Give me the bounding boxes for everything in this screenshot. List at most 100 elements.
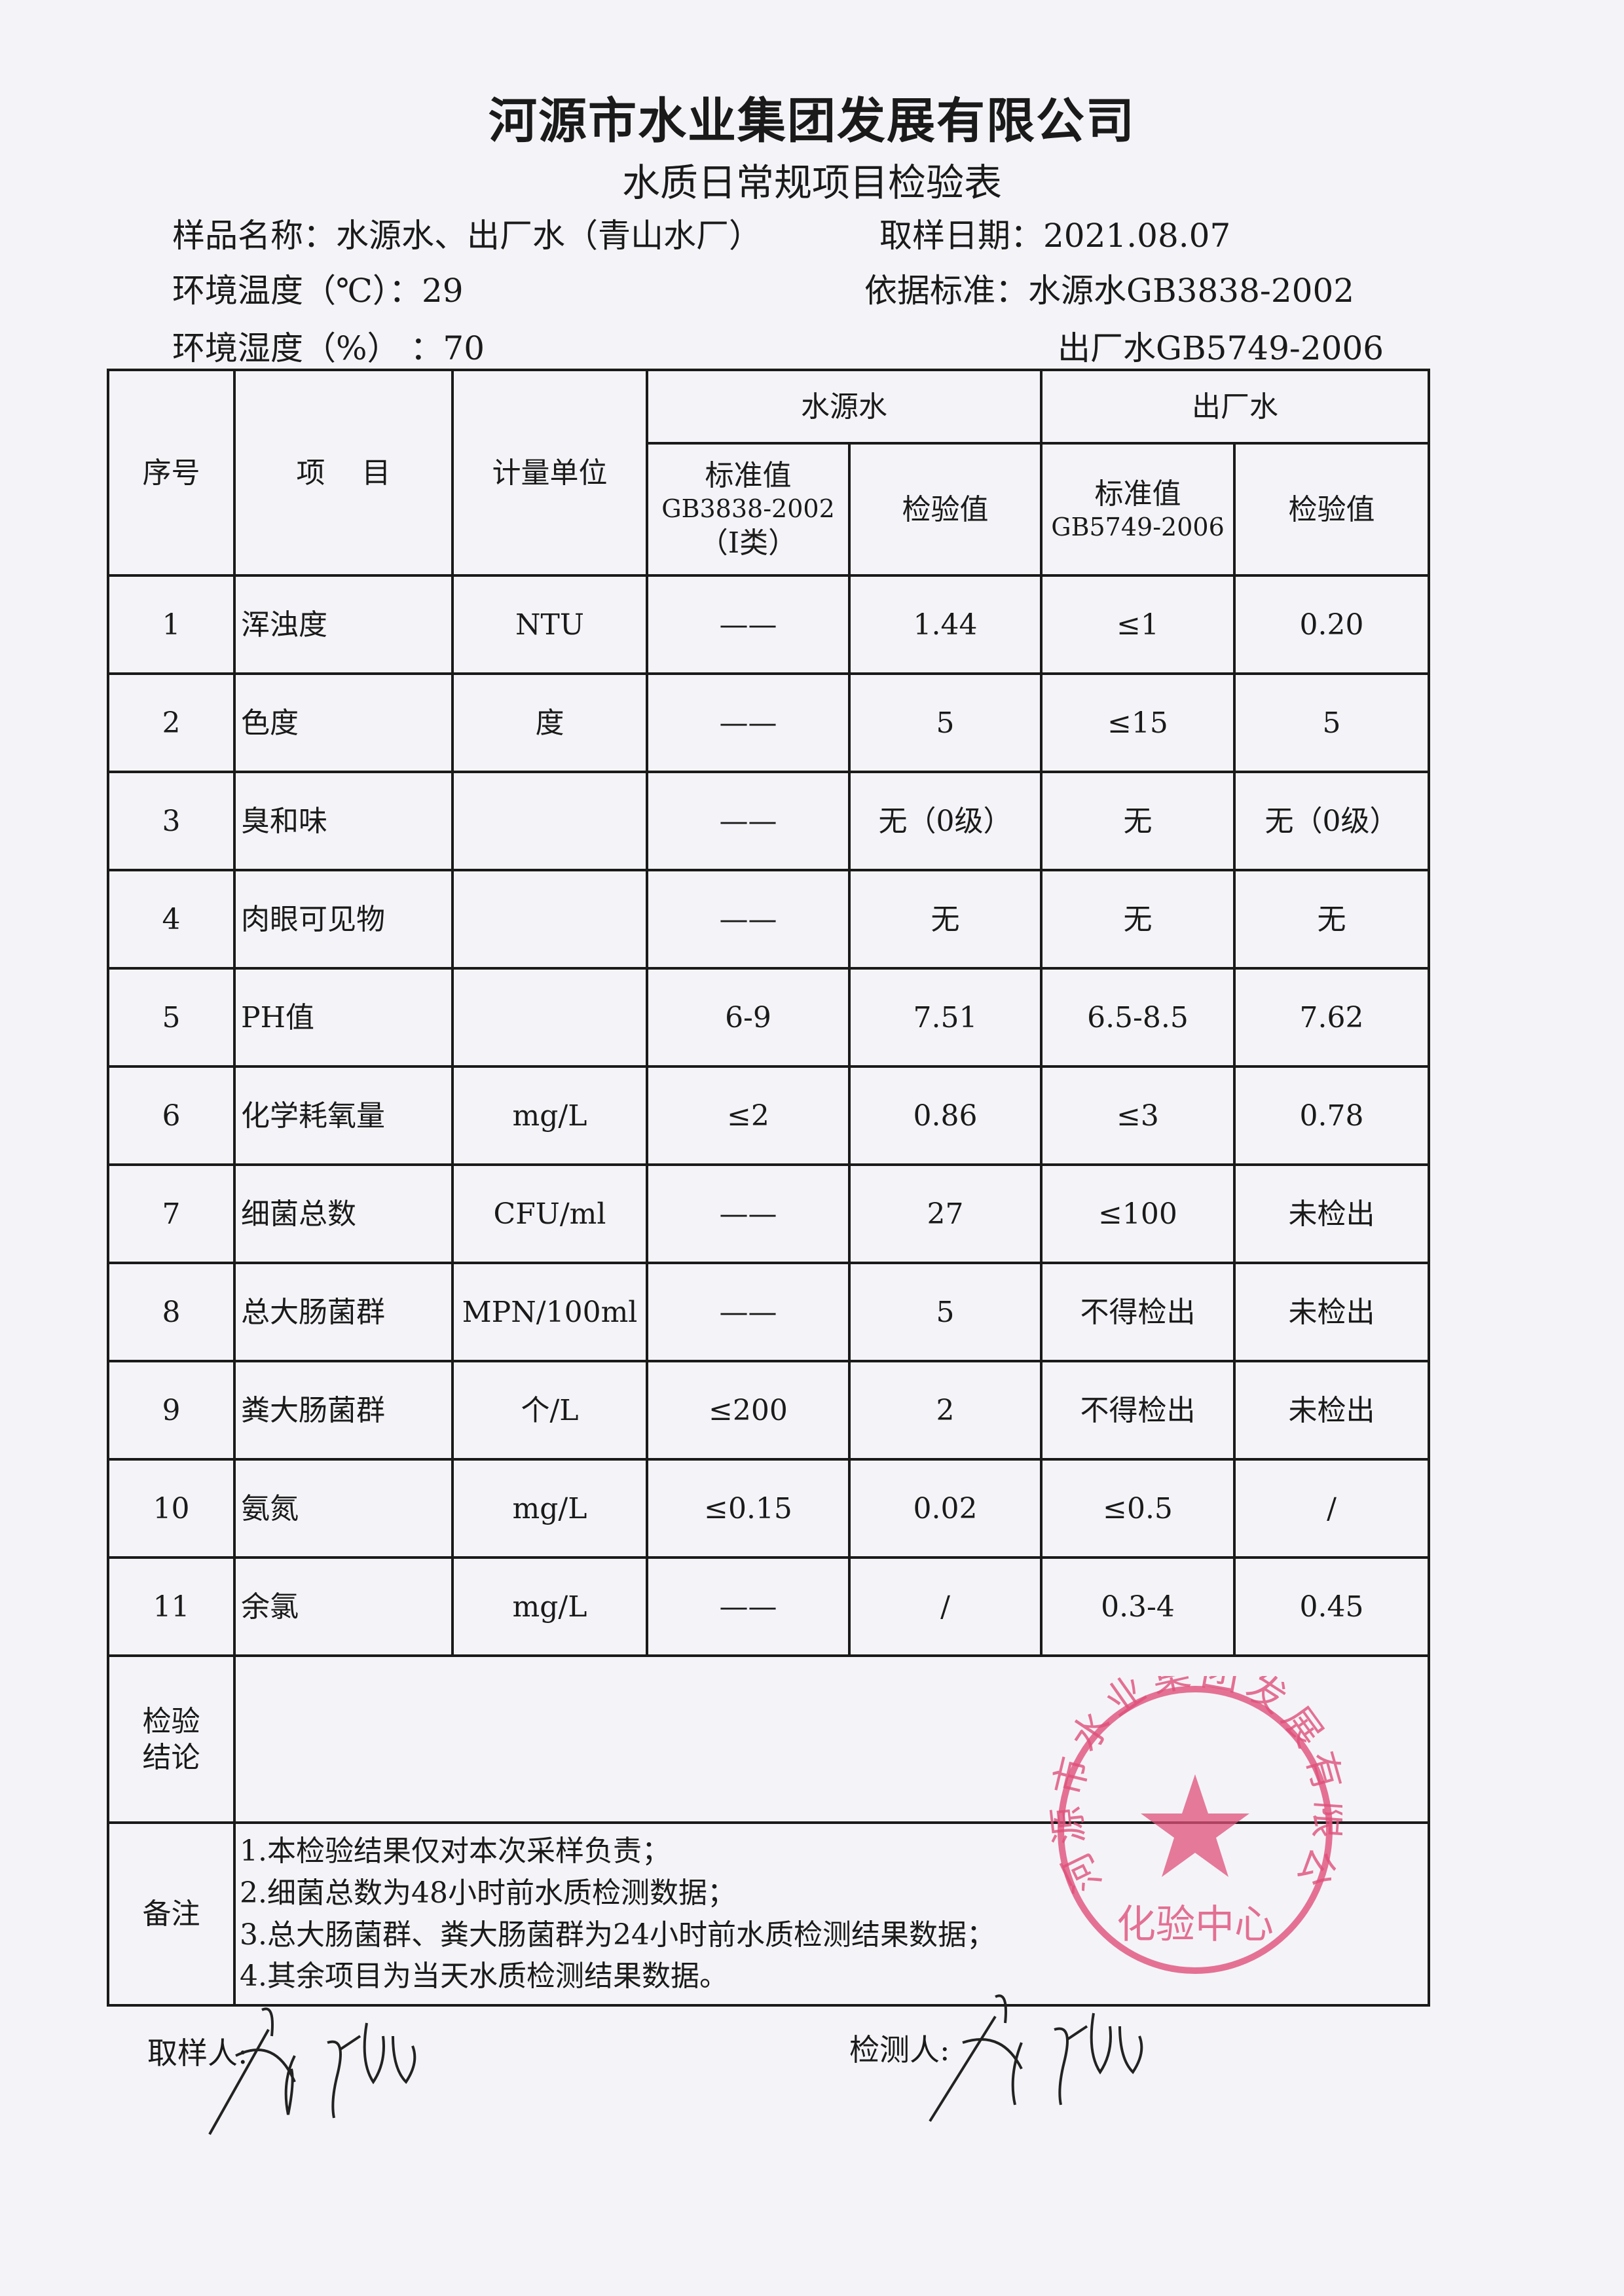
cell-unit xyxy=(451,967,648,1068)
table-row: 3 臭和味 —— 无（0级）无无（0级） xyxy=(107,771,1430,871)
cell-item: PH值 xyxy=(233,967,454,1068)
header-factory-water: 出厂水 xyxy=(1040,369,1430,445)
cell-src-val: 0.86 xyxy=(848,1065,1043,1166)
cell-item: 总大肠菌群 xyxy=(233,1262,454,1362)
remark-item: 3.总大肠菌群、粪大肠菌群为24小时前水质检测结果数据； xyxy=(240,1918,995,1952)
source-std-line2: GB3838-2002 xyxy=(661,494,835,524)
cell-fac-std: 无 xyxy=(1040,869,1236,970)
sampler-label: 取样人: xyxy=(147,2035,248,2071)
cell-unit: NTU xyxy=(451,574,648,675)
header-no: 序号 xyxy=(107,369,236,577)
cell-fac-val: 0.20 xyxy=(1233,574,1430,675)
cell-item: 余氯 xyxy=(233,1556,454,1657)
header-source-value: 检验值 xyxy=(848,442,1043,577)
cell-src-std: —— xyxy=(646,1163,851,1264)
cell-no: 6 xyxy=(107,1065,236,1166)
cell-no: 7 xyxy=(107,1163,236,1264)
table-row: 11 余氯 mg/L ——/0.3-4 0.45 xyxy=(107,1556,1430,1657)
cell-item: 细菌总数 xyxy=(233,1163,454,1264)
table-row: 7 细菌总数 CFU/ml —— 27 ≤100 未检出 xyxy=(107,1163,1430,1264)
cell-src-std: —— xyxy=(646,869,851,970)
cell-src-std: ≤2 xyxy=(646,1065,851,1166)
cell-src-val: 5 xyxy=(848,1262,1043,1362)
cell-fac-std: ≤3 xyxy=(1040,1065,1236,1166)
cell-no: 3 xyxy=(107,771,236,871)
cell-fac-val: 7.62 xyxy=(1233,967,1430,1068)
cell-fac-val: / xyxy=(1233,1458,1430,1559)
cell-unit: 度 xyxy=(451,672,648,773)
cell-src-val: / xyxy=(848,1556,1043,1657)
cell-no: 11 xyxy=(107,1556,236,1657)
cell-fac-std: ≤15 xyxy=(1040,672,1236,773)
cell-no: 2 xyxy=(107,672,236,773)
remarks-label: 备注 xyxy=(107,1821,236,2007)
company-title: 河源市水业集团发展有限公司 xyxy=(489,93,1135,149)
cell-unit: mg/L xyxy=(451,1556,648,1657)
remark-item: 1.本检验结果仅对本次采样负责； xyxy=(240,1834,671,1868)
table-row: 6 化学耗氧量 mg/L ≤2 0.86 ≤3 0.78 xyxy=(107,1065,1430,1166)
cell-item: 臭和味 xyxy=(233,771,454,871)
source-std-line3: （Ⅰ类） xyxy=(699,526,798,560)
conclusion-label-1: 检验 xyxy=(142,1704,200,1738)
cell-no: 9 xyxy=(107,1360,236,1461)
cell-src-std: —— xyxy=(646,1262,851,1362)
star-icon xyxy=(1141,1774,1249,1877)
cell-src-val: 无 xyxy=(848,869,1043,970)
cell-no: 4 xyxy=(107,869,236,970)
cell-unit: MPN/100ml xyxy=(451,1262,648,1362)
sample-name-label: 样品名称： xyxy=(172,217,336,255)
cell-fac-val: 未检出 xyxy=(1233,1262,1430,1362)
tester-label: 检测人: xyxy=(849,2032,950,2068)
factory-std-line1: 标准值 xyxy=(1094,477,1181,511)
sample-name-row: 样品名称：水源水、出厂水（青山水厂） xyxy=(172,210,762,257)
cell-fac-std: ≤0.5 xyxy=(1040,1458,1236,1559)
cell-src-val: 27 xyxy=(848,1163,1043,1264)
cell-fac-val: 0.45 xyxy=(1233,1556,1430,1657)
cell-no: 8 xyxy=(107,1262,236,1362)
temperature: 29 xyxy=(421,272,464,310)
humidity-label: 环境湿度（%） ： xyxy=(172,329,443,367)
cell-item: 色度 xyxy=(233,672,454,773)
standard-source: 水源水GB3838-2002 xyxy=(1028,272,1355,310)
cell-fac-val: 5 xyxy=(1233,672,1430,773)
cell-src-val: 7.51 xyxy=(848,967,1043,1068)
conclusion-label: 检验 结论 xyxy=(107,1654,236,1824)
temperature-label: 环境温度（℃）： xyxy=(172,272,422,310)
standard-factory: 出厂水GB5749-2006 xyxy=(1058,329,1384,367)
conclusion-label-2: 结论 xyxy=(142,1740,200,1774)
table-row: 2 色度度 —— 5 ≤15 5 xyxy=(107,672,1430,773)
svg-text:化验中心: 化验中心 xyxy=(1116,1902,1274,1948)
table-row: 10 氨氮 mg/L ≤0.15 0.02 ≤0.5/ xyxy=(107,1458,1430,1559)
cell-item: 氨氮 xyxy=(233,1458,454,1559)
sampler-signature xyxy=(208,2007,416,2135)
cell-fac-val: 未检出 xyxy=(1233,1163,1430,1264)
cell-fac-std: ≤1 xyxy=(1040,574,1236,675)
factory-std-line2: GB5749-2006 xyxy=(1051,512,1225,541)
cell-unit xyxy=(451,771,648,871)
table-row: 8 总大肠菌群 MPN/100ml —— 5 不得检出 未检出 xyxy=(107,1262,1430,1362)
table-row: 4 肉眼可见物 —— 无无无 xyxy=(107,869,1430,970)
standard-row: 依据标准：水源水GB3838-2002 xyxy=(864,264,1354,312)
humidity: 70 xyxy=(443,329,485,367)
source-std-line1: 标准值 xyxy=(705,459,792,493)
header-item: 项 目 xyxy=(233,369,454,577)
cell-item: 化学耗氧量 xyxy=(233,1065,454,1166)
cell-fac-std: ≤100 xyxy=(1040,1163,1236,1264)
table-row: 5 PH值 6-9 7.51 6.5-8.5 7.62 xyxy=(107,967,1430,1068)
cell-src-std: —— xyxy=(646,672,851,773)
cell-src-std: —— xyxy=(646,1556,851,1657)
cell-src-std: ≤0.15 xyxy=(646,1458,851,1559)
humidity-row: 环境湿度（%） ：70 xyxy=(172,322,485,369)
header-source-water: 水源水 xyxy=(646,369,1043,445)
cell-fac-val: 无（0级） xyxy=(1233,771,1430,871)
cell-item: 浑浊度 xyxy=(233,574,454,675)
conclusion-cell xyxy=(233,1654,1430,1824)
header-factory-value: 检验值 xyxy=(1233,442,1430,577)
table-row: 9 粪大肠菌群 个/L ≤200 2 不得检出 未检出 xyxy=(107,1360,1430,1461)
cell-fac-std: 不得检出 xyxy=(1040,1360,1236,1461)
water-quality-table: 序号 项 目 计量单位 水源水 出厂水 标准值 GB3838-2002 （Ⅰ类）… xyxy=(107,369,1430,2007)
cell-item: 肉眼可见物 xyxy=(233,869,454,970)
form-title: 水质日常规项目检验表 xyxy=(621,160,1002,205)
cell-unit: CFU/ml xyxy=(451,1163,648,1264)
cell-unit: mg/L xyxy=(451,1458,648,1559)
